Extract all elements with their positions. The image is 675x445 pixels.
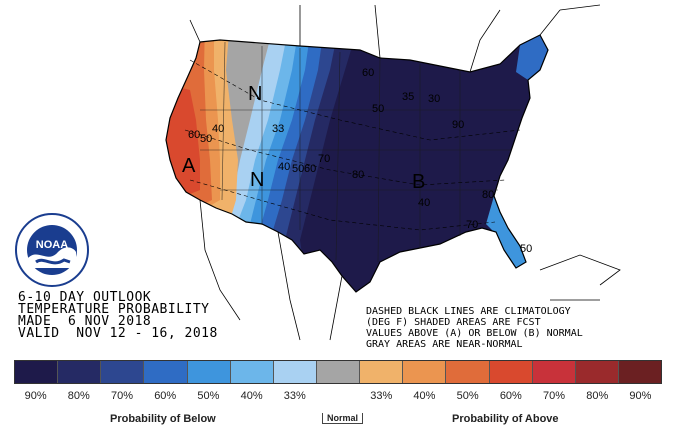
contour-label: 70 bbox=[466, 219, 478, 231]
noaa-logo: NOAA bbox=[14, 212, 90, 288]
legend-swatch bbox=[187, 361, 231, 383]
note-line: (DEG F) SHADED AREAS ARE FCST bbox=[366, 317, 541, 328]
legend-percent-labels: 90% 80% 70% 60% 50% 40% 33% 33% 40% 50% 60% 70% 80% 9… bbox=[14, 390, 662, 402]
legend-swatch bbox=[575, 361, 619, 383]
region-letter-below: B bbox=[412, 171, 425, 193]
contour-label: 30 bbox=[428, 93, 440, 105]
shaded-probability-areas bbox=[166, 35, 548, 292]
contour-label: 50 bbox=[200, 133, 212, 145]
legend-swatch bbox=[446, 361, 490, 383]
legend-label: 60% bbox=[499, 390, 522, 402]
contour-label: 40 bbox=[278, 161, 290, 173]
legend-label: 80% bbox=[67, 390, 90, 402]
outlook-title-block: 6-10 DAY OUTLOOK TEMPERATURE PROBABILITY… bbox=[18, 290, 358, 341]
legend-swatch bbox=[403, 361, 447, 383]
legend-label: 70% bbox=[110, 390, 134, 402]
title-line: MADE 6 NOV 2018 bbox=[18, 314, 152, 329]
contour-label: 40 bbox=[418, 197, 430, 209]
title-line: VALID NOV 12 - 16, 2018 bbox=[18, 326, 218, 341]
contour-label: 60 bbox=[304, 163, 316, 175]
legend-label: 50% bbox=[456, 390, 479, 402]
region-letter-near-normal: N bbox=[248, 83, 262, 105]
probability-legend bbox=[14, 360, 662, 384]
legend-label: 80% bbox=[586, 390, 609, 402]
legend-label: 90% bbox=[629, 390, 652, 402]
legend-swatch bbox=[15, 361, 59, 383]
contour-label: 33 bbox=[272, 123, 284, 135]
legend-swatch bbox=[273, 361, 317, 383]
legend-swatch bbox=[360, 361, 404, 383]
legend-label: 40% bbox=[413, 390, 436, 402]
legend-label: 33% bbox=[370, 390, 393, 402]
region-letter-near-normal: N bbox=[250, 169, 264, 191]
legend-label: 33% bbox=[283, 390, 306, 402]
map-notes: DASHED BLACK LINES ARE CLIMATOLOGY (DEG … bbox=[366, 306, 666, 350]
above-caption: Probability of Above bbox=[452, 413, 559, 425]
legend-label: 70% bbox=[543, 390, 566, 402]
legend-swatch bbox=[618, 361, 662, 383]
contour-label: 50 bbox=[292, 163, 304, 175]
legend-label: 50% bbox=[197, 390, 220, 402]
climatology-dashed-lines bbox=[184, 59, 521, 231]
region-letter-above: A bbox=[182, 155, 196, 177]
legend-swatch bbox=[144, 361, 188, 383]
legend-label: 90% bbox=[24, 390, 47, 402]
note-line: VALUES ABOVE (A) OR BELOW (B) NORMAL bbox=[366, 328, 583, 339]
legend-swatch bbox=[489, 361, 533, 383]
below-caption: Probability of Below bbox=[110, 413, 216, 425]
contour-label: 90 bbox=[452, 119, 464, 131]
contour-label: 70 bbox=[318, 153, 330, 165]
legend-label: 60% bbox=[154, 390, 177, 402]
noaa-seal-icon: NOAA bbox=[15, 213, 89, 287]
legend-swatch bbox=[58, 361, 102, 383]
title-line: 6-10 DAY OUTLOOK bbox=[18, 290, 152, 305]
contour-label: 60 bbox=[188, 129, 200, 141]
logo-text: NOAA bbox=[36, 239, 68, 251]
legend-swatch bbox=[316, 361, 361, 383]
state-lines bbox=[200, 41, 520, 263]
contour-label: 60 bbox=[362, 67, 374, 79]
contour-label: 50 bbox=[372, 103, 384, 115]
contour-label: 80 bbox=[352, 169, 364, 181]
contour-label: 50 bbox=[520, 243, 532, 255]
contour-label: 35 bbox=[402, 91, 414, 103]
title-line: TEMPERATURE PROBABILITY bbox=[18, 302, 210, 317]
legend-swatch bbox=[532, 361, 576, 383]
normal-caption: Normal bbox=[322, 413, 364, 424]
contour-label: 80 bbox=[482, 189, 494, 201]
legend-swatch bbox=[101, 361, 145, 383]
contour-label: 40 bbox=[212, 123, 224, 135]
region-letters: A N N B bbox=[182, 83, 425, 193]
note-line: DASHED BLACK LINES ARE CLIMATOLOGY bbox=[366, 306, 571, 317]
canada-mexico-lines bbox=[189, 4, 621, 341]
legend-swatch bbox=[230, 361, 274, 383]
legend-label: 40% bbox=[240, 390, 263, 402]
legend-label bbox=[316, 390, 359, 402]
note-line: GRAY AREAS ARE NEAR-NORMAL bbox=[366, 339, 523, 350]
